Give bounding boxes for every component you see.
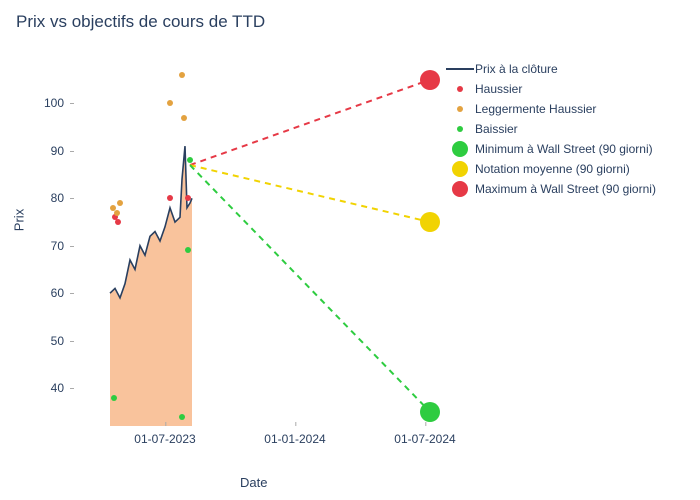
ytick: 100 [44, 96, 70, 110]
ytick: 60 [51, 286, 70, 300]
point-legg_h [167, 100, 173, 106]
projection-line [190, 165, 430, 222]
legend-symbol [445, 80, 475, 98]
legend-label: Minimum à Wall Street (90 giorni) [475, 142, 653, 156]
ytick: 70 [51, 239, 70, 253]
price-area [110, 146, 192, 426]
legend-label: Maximum à Wall Street (90 giorni) [475, 182, 656, 196]
legend-symbol [445, 60, 475, 78]
point-baissier [179, 414, 185, 420]
legend-label: Haussier [475, 82, 522, 96]
ytick: 50 [51, 334, 70, 348]
legend-symbol [445, 160, 475, 178]
ytick: 80 [51, 191, 70, 205]
legend-label: Baissier [475, 122, 518, 136]
point-baissier [111, 395, 117, 401]
legend-symbol [445, 100, 475, 118]
legend-label: Prix à la clôture [475, 62, 558, 76]
projection-line [190, 80, 430, 165]
legend-item: Minimum à Wall Street (90 giorni) [445, 140, 656, 158]
point-haussier [185, 195, 191, 201]
projection-line [190, 165, 430, 412]
legend-item: Notation moyenne (90 giorni) [445, 160, 656, 178]
point-baissier [185, 247, 191, 253]
point-legg_h [117, 200, 123, 206]
legend-item: Haussier [445, 80, 656, 98]
point-max_ws [420, 70, 440, 90]
point-haussier [115, 219, 121, 225]
xtick: 01-07-2023 [134, 426, 195, 446]
plot-svg [70, 56, 490, 426]
point-avg_ws [420, 212, 440, 232]
legend-item: Baissier [445, 120, 656, 138]
x-axis-label: Date [240, 475, 267, 490]
y-axis-label: Prix [12, 209, 27, 231]
point-legg_h [181, 115, 187, 121]
legend-item: Maximum à Wall Street (90 giorni) [445, 180, 656, 198]
point-baissier [187, 157, 193, 163]
plot-area: 40506070809010001-07-202301-01-202401-07… [70, 56, 490, 426]
legend-symbol [445, 120, 475, 138]
ytick: 90 [51, 144, 70, 158]
legend-item: Leggermente Haussier [445, 100, 656, 118]
point-min_ws [420, 402, 440, 422]
point-legg_h [114, 210, 120, 216]
xtick: 01-07-2024 [394, 426, 455, 446]
point-legg_h [179, 72, 185, 78]
legend-item: Prix à la clôture [445, 60, 656, 78]
legend-label: Notation moyenne (90 giorni) [475, 162, 630, 176]
legend-symbol [445, 180, 475, 198]
point-haussier [167, 195, 173, 201]
legend: Prix à la clôture Haussier Leggermente Hau… [445, 60, 656, 200]
legend-label: Leggermente Haussier [475, 102, 596, 116]
chart-title: Prix vs objectifs de cours de TTD [16, 12, 265, 32]
ytick: 40 [51, 381, 70, 395]
xtick: 01-01-2024 [264, 426, 325, 446]
legend-symbol [445, 140, 475, 158]
